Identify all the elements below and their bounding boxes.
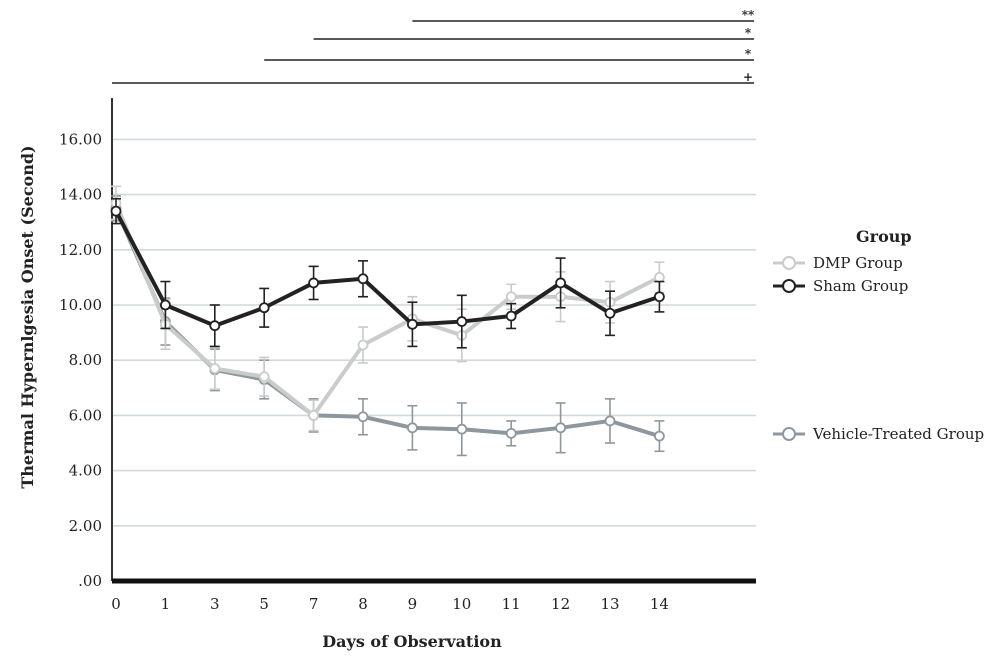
series-lines [110,185,665,457]
data-point [555,422,566,434]
x-tick-label: 7 [309,595,319,613]
significance-mark: * [745,47,752,61]
x-tick-label: 8 [358,595,368,613]
y-axis-title: Thermal Hypernlgesia Onset (Second) [18,145,37,488]
x-tick-label: 9 [408,595,418,613]
y-tick-label: 10.00 [59,296,102,314]
y-tick-label: 4.00 [69,462,102,480]
significance-mark: * [745,26,752,40]
data-point [110,205,122,217]
legend-swatch-marker [782,427,796,441]
data-point [505,427,517,439]
legend: Group DMP Group Sham Group Vehicle-Treated… [773,227,984,443]
grid-lines [112,138,756,527]
legend-title: Group [856,227,912,246]
data-point [456,316,468,327]
axes [111,98,756,584]
significance-brackets: ****+ [112,8,755,84]
data-point [604,415,616,427]
data-point [604,307,616,319]
significance-mark: + [743,70,753,84]
data-point [357,411,369,423]
legend-items: DMP Group Sham Group Vehicle-Treated Group [773,254,984,443]
data-point [555,277,566,289]
data-point [308,409,320,421]
significance-mark: ** [742,8,755,22]
series-line [114,210,661,328]
y-tick-label: .00 [78,572,102,590]
series-line [114,207,660,439]
data-point [654,271,665,283]
data-point [209,320,221,332]
data-point [258,302,270,314]
x-tick-label: 14 [650,595,669,613]
y-tick-label: 8.00 [69,351,102,369]
series-sham-group [110,197,665,349]
legend-label: Vehicle-Treated Group [812,425,984,443]
data-point [505,291,517,303]
tick-labels: .00 2.00 4.00 6.00 8.00 10.00 12.00 14.00 16.00 0… [59,130,669,613]
x-tick-label: 13 [600,595,619,613]
data-point [505,310,517,322]
data-point [406,318,418,330]
y-tick-label: 14.00 [59,186,102,204]
y-tick-label: 6.00 [69,406,102,424]
x-tick-label: 3 [210,595,220,613]
x-axis-title: Days of Observation [322,632,502,651]
data-point [159,299,171,311]
data-point [357,339,369,351]
series-line [114,202,661,418]
y-tick-label: 12.00 [59,241,102,259]
x-tick-label: 10 [452,595,471,613]
data-point [308,277,320,289]
x-tick-label: 11 [502,595,521,613]
series-dmp-group [110,185,665,432]
legend-swatch-marker [782,256,796,270]
data-point [406,422,418,434]
data-point [258,371,270,383]
y-tick-label: 16.00 [59,130,102,148]
legend-label: Sham Group [813,277,908,295]
data-point [654,291,665,303]
data-point [209,363,221,374]
x-tick-label: 5 [259,595,269,613]
x-tick-label: 12 [551,595,570,613]
legend-swatch-marker [782,279,796,293]
data-point [357,273,369,285]
x-tick-label: 0 [111,595,121,613]
y-tick-label: 2.00 [69,517,102,535]
legend-label: DMP Group [813,254,903,272]
data-point [456,423,468,435]
x-tick-label: 1 [161,595,171,613]
data-point [654,430,665,442]
series-vehicle-treated-group [110,195,665,457]
